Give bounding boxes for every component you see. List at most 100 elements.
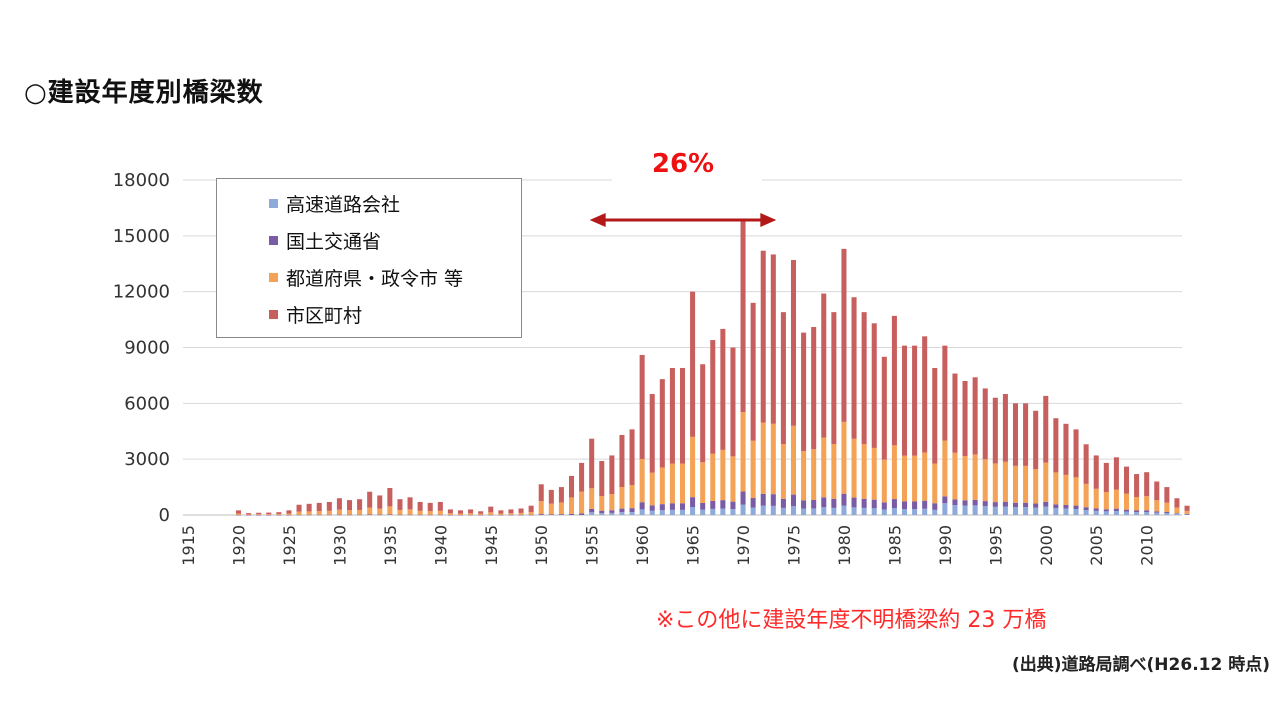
bar-expressway (1103, 511, 1109, 515)
bar-prefecture (720, 449, 726, 501)
bar-municipal (427, 502, 433, 512)
bar-municipal (871, 323, 877, 448)
bar-prefecture (367, 507, 373, 515)
bar-prefecture (710, 453, 716, 502)
bar-expressway (649, 510, 655, 515)
bar-national (447, 514, 453, 516)
bar-national (1002, 501, 1008, 507)
bar-municipal (417, 501, 423, 511)
bar-national (740, 491, 746, 505)
bar-municipal (579, 462, 585, 492)
bar-prefecture (730, 456, 736, 502)
bar-national (922, 500, 928, 509)
bar-municipal (831, 312, 837, 444)
legend-swatch-municipal (269, 310, 278, 319)
bar-prefecture (841, 421, 847, 494)
bar-prefecture (256, 514, 262, 515)
bar-expressway (589, 512, 595, 515)
bar-expressway (770, 505, 776, 515)
bar-prefecture (568, 497, 575, 514)
bar-national (901, 501, 908, 510)
bar-prefecture (296, 511, 302, 515)
bar-national (649, 505, 655, 511)
bar-municipal (1184, 505, 1190, 511)
bar-prefecture (1063, 474, 1069, 505)
bar-municipal (720, 328, 726, 450)
bar-prefecture (357, 509, 363, 515)
bar-prefecture (1093, 488, 1099, 509)
legend-swatch-expressway (269, 199, 278, 208)
bar-expressway (690, 507, 696, 515)
bar-municipal (326, 501, 332, 511)
bar-national (457, 514, 464, 516)
x-tick-label: 2005 (1087, 525, 1106, 566)
bar-prefecture (1174, 507, 1180, 514)
bar-prefecture (972, 454, 978, 500)
bar-national (437, 514, 443, 516)
bar-national (417, 514, 423, 516)
bar-prefecture (639, 458, 645, 503)
bar-municipal (962, 381, 968, 457)
bar-national (790, 494, 797, 507)
bar-prefecture (498, 513, 504, 515)
bar-expressway (720, 508, 726, 515)
bar-municipal (508, 509, 514, 514)
bar-prefecture (579, 491, 585, 514)
bar-expressway (679, 509, 686, 515)
bar-expressway (1113, 510, 1119, 515)
bar-prefecture (518, 512, 524, 515)
x-tick-label: 1980 (835, 525, 854, 566)
bar-prefecture (700, 462, 706, 503)
bar-municipal (488, 506, 494, 513)
bar-municipal (1053, 418, 1059, 473)
x-tick-label: 1965 (684, 525, 703, 566)
bar-national (962, 500, 968, 506)
x-tick-label: 1990 (936, 525, 955, 566)
bar-expressway (629, 512, 635, 515)
bar-national (508, 514, 514, 516)
bar-national (770, 494, 776, 506)
bar-expressway (790, 506, 797, 515)
bar-municipal (568, 475, 575, 498)
bar-national (397, 514, 403, 516)
x-tick-label: 1945 (482, 525, 501, 566)
bar-municipal (901, 345, 908, 456)
bar-national (246, 514, 252, 516)
bar-prefecture (992, 463, 998, 503)
bar-municipal (1043, 395, 1049, 463)
bar-municipal (1174, 498, 1180, 508)
bar-prefecture (962, 456, 968, 501)
bar-municipal (932, 367, 938, 464)
bar-national (276, 514, 282, 516)
bar-municipal (346, 500, 353, 511)
bar-municipal (780, 312, 786, 444)
bar-municipal (548, 489, 554, 504)
bar-prefecture (548, 503, 554, 515)
legend-swatch-prefecture (269, 273, 278, 282)
bar-national (235, 514, 242, 516)
bar-prefecture (912, 455, 918, 502)
bar-prefecture (316, 511, 322, 515)
bar-expressway (750, 507, 756, 515)
bar-prefecture (740, 412, 746, 492)
bar-prefecture (266, 514, 272, 515)
x-tick-label: 1915 (179, 525, 198, 566)
bar-national (972, 499, 978, 506)
bar-municipal (659, 379, 665, 468)
bar-national (1033, 503, 1039, 508)
bar-prefecture (457, 513, 464, 515)
bar-municipal (922, 336, 928, 453)
bar-expressway (801, 508, 807, 515)
bar-municipal (770, 254, 776, 424)
bar-national (357, 514, 363, 516)
bar-expressway (1002, 506, 1008, 515)
bar-national (336, 514, 342, 516)
bar-national (659, 504, 665, 511)
bar-expressway (639, 509, 645, 515)
bar-municipal (367, 491, 373, 508)
bar-municipal (1012, 403, 1019, 466)
bar-municipal (437, 501, 443, 511)
bar-national (518, 514, 524, 516)
bar-national (942, 496, 948, 504)
bar-prefecture (851, 438, 857, 498)
